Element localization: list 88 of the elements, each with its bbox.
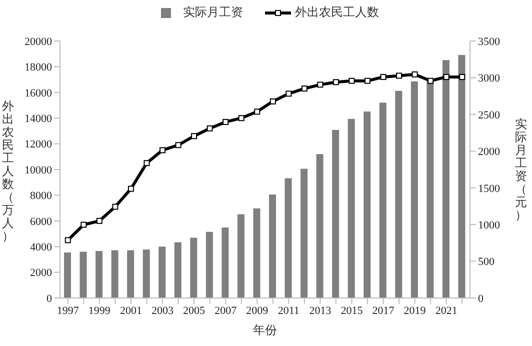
- bar: [127, 250, 134, 298]
- point: [364, 78, 370, 84]
- y-tick-label: 18000: [24, 62, 52, 74]
- y-tick-label: 2000: [30, 267, 52, 280]
- y-tick-label: 8000: [30, 190, 52, 202]
- point: [412, 71, 418, 78]
- y-tick-label: 4000: [30, 242, 52, 254]
- x-tick-label: 2007: [214, 304, 238, 317]
- x-axis-title: 年份: [253, 323, 277, 337]
- point: [459, 74, 466, 80]
- bar: [253, 208, 260, 298]
- point: [380, 74, 386, 80]
- point: [160, 147, 166, 154]
- x-tick-label: 2015: [340, 304, 364, 317]
- y2-tick-label: 3500: [478, 36, 500, 48]
- bar: [348, 118, 355, 298]
- point: [396, 72, 402, 79]
- y-tick-label: 20000: [24, 36, 52, 48]
- bar: [142, 250, 150, 298]
- bar: [332, 130, 340, 298]
- point: [96, 218, 102, 224]
- y-tick-label: 14000: [24, 113, 52, 126]
- bar: [190, 238, 198, 298]
- bar: [316, 154, 324, 298]
- bar: [458, 54, 466, 298]
- bar: [410, 81, 418, 298]
- y2-axis-title: 实际月工资（元）: [514, 117, 528, 222]
- x-tick-label: 2009: [246, 304, 269, 317]
- bar: [379, 102, 386, 298]
- bar: [300, 168, 308, 298]
- point: [144, 160, 150, 166]
- point: [317, 82, 324, 88]
- y2-tick-label: 1500: [478, 182, 500, 195]
- point: [80, 222, 87, 228]
- legend-label: 实际月工资: [183, 4, 243, 21]
- x-tick-label: 1999: [88, 304, 111, 317]
- bar: [80, 252, 87, 298]
- point: [175, 142, 182, 148]
- bar: [284, 178, 292, 298]
- y-tick-label: 6000: [30, 216, 52, 228]
- y2-tick-label: 500: [478, 256, 495, 268]
- bar: [206, 232, 213, 298]
- x-tick-label: 2011: [278, 304, 300, 317]
- bar: [364, 111, 371, 298]
- bar: [442, 60, 450, 298]
- bar: [96, 251, 103, 298]
- bar: [237, 214, 244, 298]
- bar: [222, 228, 229, 298]
- point: [332, 79, 339, 86]
- x-tick-label: 2019: [404, 304, 426, 317]
- point: [64, 237, 71, 244]
- point: [206, 125, 213, 132]
- point: [254, 108, 260, 115]
- x-tick-label: 2017: [372, 304, 395, 317]
- point: [128, 186, 134, 192]
- x-tick-label: 2021: [435, 304, 458, 317]
- bar: [395, 90, 402, 298]
- y-tick-label: 12000: [24, 138, 52, 151]
- point: [428, 78, 434, 84]
- y2-tick-label: 2500: [478, 109, 500, 122]
- bar: [111, 250, 118, 298]
- bar: [174, 242, 182, 298]
- point: [348, 78, 355, 84]
- y2-tick-label: 1000: [478, 219, 500, 232]
- x-tick-label: 2013: [309, 304, 332, 317]
- legend-label: 外出农民工人数: [295, 4, 379, 21]
- point: [443, 74, 450, 80]
- x-tick-label: 2005: [183, 304, 206, 317]
- point: [238, 115, 244, 122]
- bar: [64, 252, 71, 298]
- y-tick-label: 0: [46, 292, 52, 305]
- bar: [158, 246, 166, 298]
- bar: [269, 194, 276, 298]
- y2-tick-label: 2000: [478, 146, 500, 158]
- point: [191, 133, 198, 140]
- y2-tick-label: 0: [478, 292, 484, 305]
- y-tick-label: 10000: [24, 164, 52, 176]
- point: [286, 90, 292, 97]
- x-tick-label: 2003: [152, 304, 174, 317]
- point: [270, 98, 276, 104]
- y-tick-label: 16000: [24, 87, 52, 100]
- point: [222, 118, 229, 125]
- text: 外出农民工人数（万人）: [2, 99, 14, 243]
- y2-tick-label: 3000: [478, 72, 500, 85]
- point: [301, 86, 308, 92]
- point: [112, 204, 118, 210]
- x-tick-label: 1997: [56, 304, 80, 317]
- x-tick-label: 2001: [120, 304, 142, 317]
